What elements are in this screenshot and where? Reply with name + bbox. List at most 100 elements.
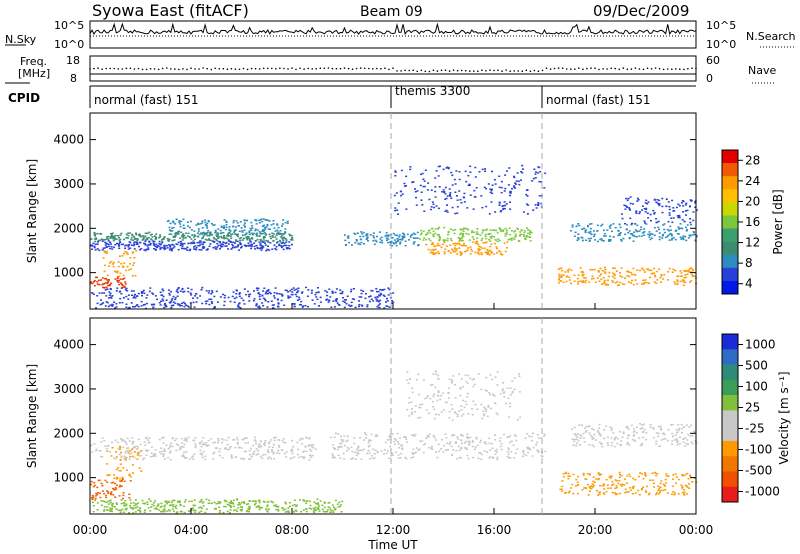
data-cell bbox=[227, 238, 230, 241]
data-cell bbox=[136, 458, 139, 460]
data-cell bbox=[134, 451, 136, 453]
data-cell bbox=[273, 244, 276, 246]
data-cell bbox=[123, 503, 126, 505]
data-cell bbox=[543, 435, 546, 437]
data-cell bbox=[485, 376, 488, 379]
data-cell bbox=[360, 292, 363, 295]
data-cell bbox=[192, 301, 195, 304]
data-cell bbox=[166, 501, 168, 503]
data-cell bbox=[681, 200, 684, 202]
data-cell bbox=[243, 237, 245, 240]
data-cell bbox=[128, 440, 131, 442]
data-cell bbox=[194, 444, 197, 447]
data-cell bbox=[478, 452, 481, 454]
data-cell bbox=[179, 225, 182, 228]
data-cell bbox=[672, 474, 675, 476]
data-cell bbox=[317, 505, 320, 507]
data-cell bbox=[624, 222, 626, 225]
data-cell bbox=[113, 474, 116, 476]
data-cell bbox=[100, 482, 103, 485]
data-cell bbox=[301, 438, 304, 440]
data-cell bbox=[211, 502, 213, 505]
data-cell bbox=[491, 188, 493, 191]
data-cell bbox=[636, 200, 639, 202]
freq-point bbox=[178, 68, 180, 71]
data-cell bbox=[312, 510, 315, 512]
data-cell bbox=[645, 223, 648, 225]
data-cell bbox=[108, 262, 111, 264]
data-cell bbox=[419, 233, 422, 236]
data-cell bbox=[169, 244, 172, 246]
data-cell bbox=[172, 221, 175, 224]
data-cell bbox=[603, 266, 606, 269]
data-cell bbox=[341, 290, 344, 293]
data-cell bbox=[254, 502, 257, 504]
data-cell bbox=[600, 473, 603, 475]
data-cell bbox=[504, 187, 507, 190]
data-cell bbox=[673, 210, 676, 212]
data-cell bbox=[172, 247, 175, 249]
data-cell bbox=[149, 287, 152, 289]
data-cell bbox=[340, 442, 343, 445]
data-cell bbox=[93, 231, 96, 234]
data-cell bbox=[674, 230, 677, 232]
data-cell bbox=[261, 457, 264, 460]
data-cell bbox=[528, 435, 531, 438]
data-cell bbox=[91, 248, 93, 250]
data-cell bbox=[151, 455, 154, 457]
data-cell bbox=[677, 493, 680, 495]
data-cell bbox=[129, 241, 132, 244]
freq-point bbox=[238, 68, 241, 71]
data-cell bbox=[617, 229, 620, 232]
data-cell bbox=[671, 493, 673, 496]
data-cell bbox=[485, 205, 488, 208]
data-cell bbox=[130, 237, 133, 239]
data-cell bbox=[528, 447, 531, 450]
data-cell bbox=[103, 439, 106, 442]
data-cell bbox=[129, 504, 132, 507]
data-cell bbox=[235, 293, 238, 295]
freq-point bbox=[610, 67, 612, 70]
data-cell bbox=[171, 437, 174, 439]
data-cell bbox=[141, 499, 144, 502]
data-cell bbox=[174, 439, 177, 442]
data-cell bbox=[140, 292, 143, 294]
data-cell bbox=[167, 289, 170, 291]
data-cell bbox=[499, 251, 502, 253]
data-cell bbox=[168, 294, 171, 296]
freq-point bbox=[679, 68, 681, 70]
data-cell bbox=[205, 508, 208, 510]
data-cell bbox=[356, 451, 359, 454]
data-cell bbox=[531, 439, 534, 442]
data-cell bbox=[692, 211, 695, 213]
data-cell bbox=[509, 394, 512, 396]
data-cell bbox=[483, 413, 486, 415]
y-tick-label: 1000 bbox=[53, 266, 84, 280]
data-cell bbox=[202, 235, 205, 237]
data-cell bbox=[241, 234, 244, 237]
data-cell bbox=[613, 277, 616, 279]
data-cell bbox=[205, 233, 208, 235]
data-cell bbox=[678, 215, 681, 218]
data-cell bbox=[175, 290, 178, 292]
data-cell bbox=[620, 240, 623, 242]
data-cell bbox=[607, 275, 610, 278]
data-cell bbox=[115, 508, 118, 510]
data-cell bbox=[602, 240, 605, 242]
data-cell bbox=[432, 248, 435, 251]
data-cell bbox=[127, 452, 130, 454]
data-cell bbox=[175, 443, 178, 445]
data-cell bbox=[612, 223, 615, 225]
data-cell bbox=[377, 304, 380, 306]
data-cell bbox=[276, 223, 279, 225]
freq-point bbox=[230, 67, 233, 70]
data-cell bbox=[683, 474, 686, 476]
data-cell bbox=[144, 244, 147, 246]
data-cell bbox=[576, 481, 579, 483]
y-tick-label: 3000 bbox=[53, 382, 84, 396]
data-cell bbox=[584, 486, 587, 489]
data-cell bbox=[150, 506, 153, 508]
data-cell bbox=[336, 448, 339, 451]
data-cell bbox=[675, 476, 678, 478]
data-cell bbox=[280, 293, 283, 296]
